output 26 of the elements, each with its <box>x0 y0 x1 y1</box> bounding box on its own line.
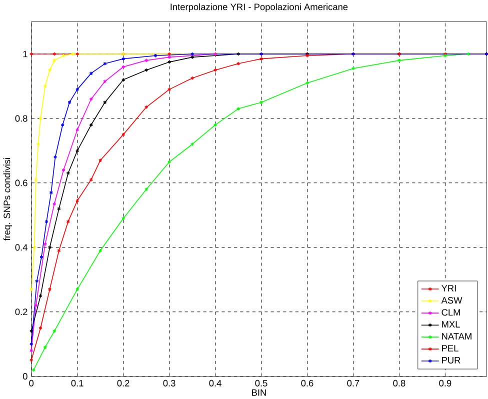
x-tick-label: 0.8 <box>393 380 406 386</box>
y-tick-label: 0.4 <box>15 244 28 251</box>
y-axis-title: freq. SNPs condivisi <box>3 158 12 240</box>
x-tick-label: 0.3 <box>163 380 176 386</box>
y-tick-label: 1 <box>23 50 28 58</box>
x-tick-label: 0.6 <box>301 380 314 386</box>
legend-label: ASW <box>441 296 462 304</box>
x-tick-label: 0 <box>29 380 34 386</box>
legend-label: PUR <box>442 356 460 364</box>
legend-label: MXL <box>442 321 460 328</box>
x-axis-title: BIN <box>252 389 266 396</box>
x-tick-label: 0.1 <box>71 380 84 386</box>
x-tick-label: 0.7 <box>347 380 360 386</box>
x-tick-label: 0.5 <box>255 380 268 386</box>
x-tick-label: 0.9 <box>439 380 452 386</box>
legend-label: YRI <box>441 285 456 292</box>
legend-label: CLM <box>442 309 460 316</box>
y-tick-label: 0.2 <box>15 308 28 316</box>
x-tick-label: 0.2 <box>117 380 130 386</box>
y-tick-label: 0.6 <box>15 180 28 186</box>
y-tick-label: 0 <box>22 372 28 380</box>
chart-title: Interpolazione YRI - Popolazioni Americane <box>170 3 348 12</box>
legend-label: NATAM <box>442 333 472 340</box>
y-tick-label: 0.8 <box>15 115 28 122</box>
legend-label: PEL <box>442 345 458 352</box>
x-tick-label: 0.4 <box>209 380 222 386</box>
